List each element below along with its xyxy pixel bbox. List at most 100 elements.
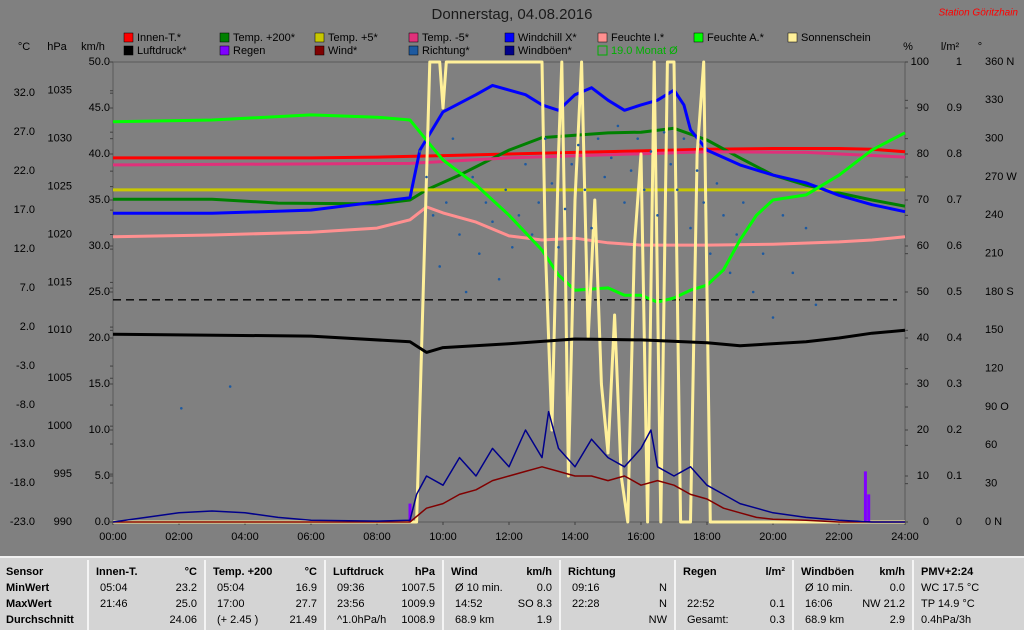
legend-label: Regen <box>233 45 265 57</box>
y-tick-label: -3.0 <box>16 360 35 372</box>
rain-bar <box>863 471 867 522</box>
direction-dot <box>590 226 593 230</box>
direction-dot <box>695 169 699 172</box>
y-tick-label: -23.0 <box>10 516 35 528</box>
y-tick-label: 990 <box>54 516 72 528</box>
table-cell: 0.3 <box>770 614 785 626</box>
y-tick-label: 0.7 <box>947 194 962 206</box>
y-tick-label: 0.6 <box>947 240 962 252</box>
direction-dot <box>649 150 653 153</box>
direction-dot <box>735 233 738 236</box>
legend-swatch <box>219 45 230 56</box>
direction-dot <box>636 137 639 140</box>
table-cell: Ø 10 min. <box>805 582 853 594</box>
y-tick-label: 35.0 <box>89 194 110 206</box>
y-tick-label: 1000 <box>48 420 72 432</box>
table-cell: (+ 2.45 ) <box>217 614 258 626</box>
legend-label: Temp. -5* <box>422 32 470 44</box>
table-cell: NW 21.2 <box>862 598 905 610</box>
y-tick-label: 30 <box>917 378 929 390</box>
y-tick-label: 180 S <box>985 286 1014 298</box>
series-line <box>113 83 906 215</box>
series-line <box>113 466 905 523</box>
table-header: Temp. +200 <box>213 566 272 578</box>
rain-bar <box>408 503 412 522</box>
legend-swatch <box>408 32 419 43</box>
legend-swatch <box>314 45 325 56</box>
direction-dot <box>781 214 785 217</box>
legend-swatch <box>219 32 230 43</box>
table-cell: 2.9 <box>890 614 905 626</box>
series-line <box>112 205 906 247</box>
direction-dot <box>464 290 468 294</box>
y-tick-label: 40 <box>917 332 929 344</box>
legend-swatch <box>408 45 419 56</box>
x-tick-label: 06:00 <box>297 531 325 543</box>
y-tick-label: 60 <box>917 240 929 252</box>
y-tick-label: 1030 <box>48 133 72 145</box>
legend-swatch <box>314 32 325 43</box>
legend-label: Richtung* <box>422 45 470 57</box>
table-cell: MaxWert <box>6 598 52 610</box>
direction-dot <box>742 201 745 204</box>
direction-dot <box>537 201 540 204</box>
y-tick-label: 0.2 <box>947 424 962 436</box>
y-tick-label: 7.0 <box>20 282 35 294</box>
direction-dot <box>662 130 666 134</box>
legend-label: Windböen* <box>518 45 573 57</box>
chart-title: Donnerstag, 04.08.2016 <box>432 6 593 23</box>
direction-dot <box>511 245 514 249</box>
series-line <box>112 328 906 354</box>
direction-dot <box>669 162 672 166</box>
x-tick-label: 18:00 <box>693 531 721 543</box>
table-header: Wind <box>451 566 478 578</box>
y-tick-label: -8.0 <box>16 399 35 411</box>
direction-dot <box>478 252 481 255</box>
table-cell: Durchschnitt <box>6 614 74 626</box>
legend-swatch <box>504 32 515 43</box>
y-tick-label: 90 O <box>985 401 1009 413</box>
table-cell: 1008.9 <box>401 614 435 626</box>
y-tick-label: 150 <box>985 324 1003 336</box>
axis-unit: ° <box>978 41 982 53</box>
direction-dot <box>418 150 422 153</box>
direction-dot <box>458 233 461 236</box>
x-tick-label: 08:00 <box>363 531 391 543</box>
table-unit: l/m² <box>765 566 785 578</box>
table-cell: 09:16 <box>572 582 600 594</box>
y-tick-label: 0.3 <box>947 378 962 390</box>
axis-unit: °C <box>18 41 30 53</box>
table-cell: 21:46 <box>100 598 128 610</box>
direction-dot <box>504 188 508 192</box>
table-unit: hPa <box>415 566 436 578</box>
series-line <box>112 150 906 167</box>
legend-label: Feuchte I.* <box>611 32 665 44</box>
direction-dot <box>709 252 712 255</box>
rain-bar <box>867 494 871 522</box>
table-cell: 68.9 km <box>805 614 844 626</box>
direction-dot <box>445 201 448 204</box>
direction-dot <box>629 169 633 172</box>
y-tick-label: 70 <box>917 194 929 206</box>
legend-label: Temp. +200* <box>233 32 296 44</box>
direction-dot <box>722 214 725 217</box>
x-tick-label: 02:00 <box>165 531 193 543</box>
y-tick-label: 1010 <box>48 324 72 336</box>
direction-dot <box>491 220 494 224</box>
y-tick-label: 50 <box>917 286 929 298</box>
direction-dot <box>791 271 795 275</box>
y-tick-label: 80 <box>917 148 929 160</box>
table-cell: 68.9 km <box>455 614 494 626</box>
table-cell: 16.9 <box>296 582 317 594</box>
table-cell: NW <box>649 614 668 626</box>
direction-dot <box>228 385 232 388</box>
legend-label: Temp. +5* <box>328 32 379 44</box>
x-tick-label: 16:00 <box>627 531 655 543</box>
legend-label: Innen-T.* <box>137 32 182 44</box>
table-header: Luftdruck <box>333 566 385 578</box>
direction-dot <box>616 124 620 128</box>
series-line <box>112 410 905 523</box>
y-tick-label: 15.0 <box>89 378 110 390</box>
direction-dot <box>702 201 705 204</box>
direction-dot <box>682 137 686 140</box>
